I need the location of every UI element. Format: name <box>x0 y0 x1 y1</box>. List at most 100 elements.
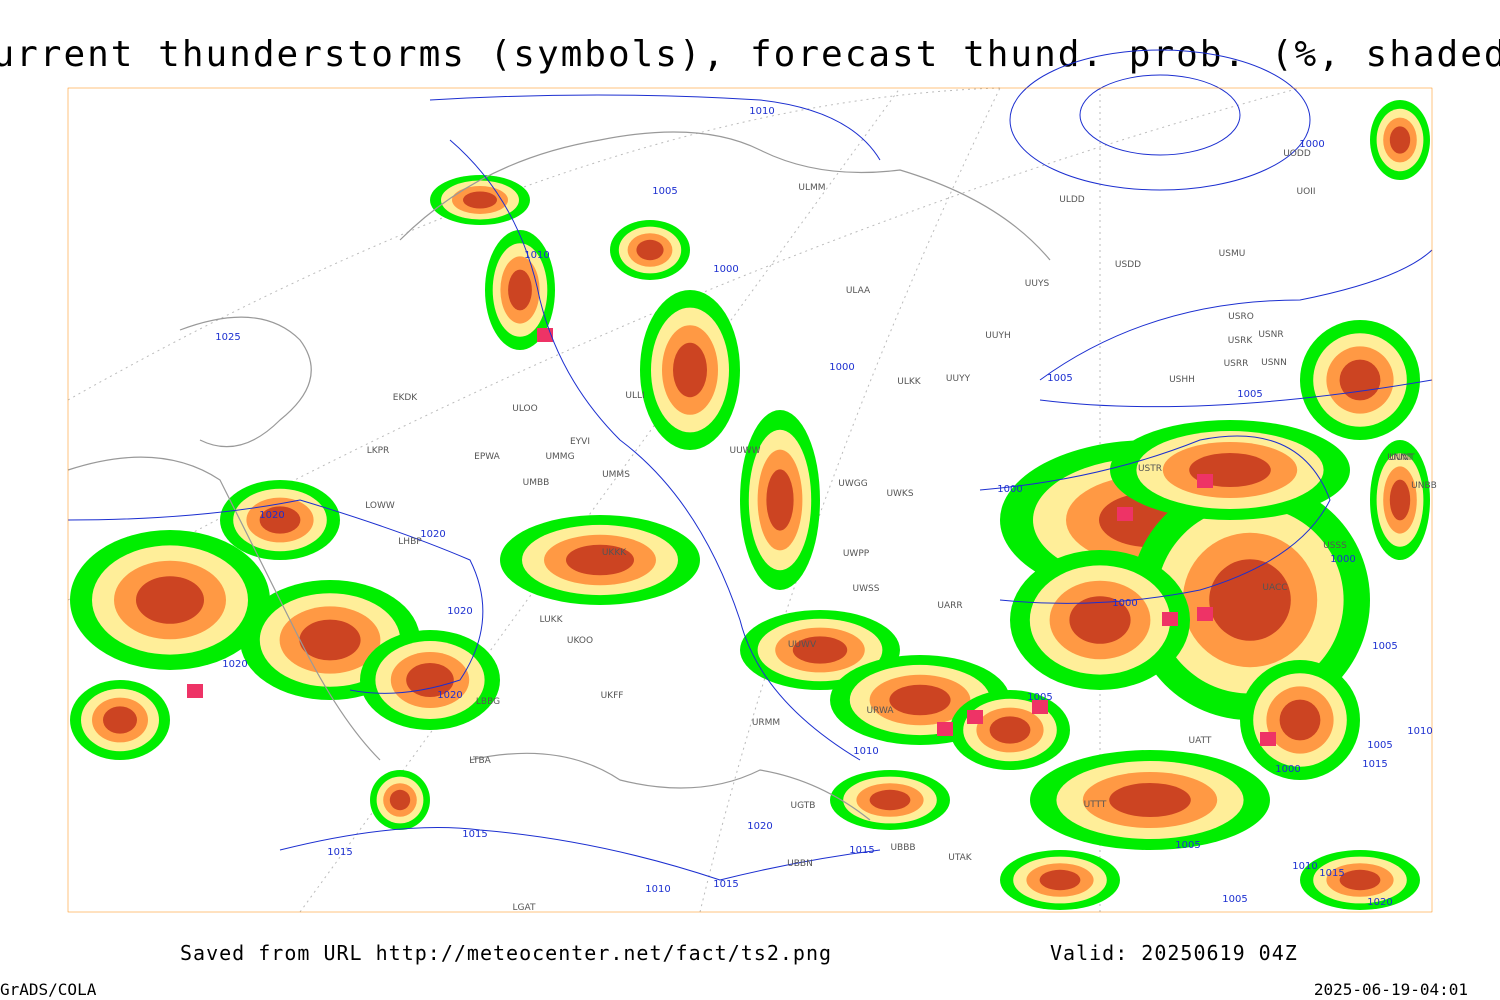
coastline <box>469 752 871 821</box>
source-url: Saved from URL http://meteocenter.net/fa… <box>180 941 832 965</box>
isobar <box>979 435 1331 604</box>
shade-blob <box>636 239 664 261</box>
graticule <box>67 87 1301 913</box>
coastline <box>399 131 1051 261</box>
probability-shading <box>70 100 1430 910</box>
isobar-label: 1015 <box>327 847 352 858</box>
isobar-label: 1010 <box>853 746 878 757</box>
isobar-label: 1020 <box>447 606 472 617</box>
shade-blob <box>103 706 137 734</box>
station-label: LUKK <box>540 615 564 625</box>
station-label: USRR <box>1224 359 1249 369</box>
isobar-label: 1020 <box>747 821 772 832</box>
isobar <box>429 94 881 161</box>
shade-blob <box>792 636 848 664</box>
shade-blob <box>889 684 951 716</box>
shade-blob <box>406 663 454 697</box>
isobar-label: 1010 <box>524 250 549 261</box>
isobar-label: 1000 <box>829 362 854 373</box>
station-label: LOWW <box>365 501 395 511</box>
isobar-label: 1020 <box>420 529 445 540</box>
station-label: USRK <box>1228 336 1254 346</box>
software: GrADS/COLA <box>0 980 97 999</box>
station-label: UMBB <box>523 478 550 488</box>
station-label: UWKS <box>886 489 913 499</box>
isobar-label: 1025 <box>215 332 240 343</box>
shade-blob <box>463 191 497 209</box>
isobar <box>1079 74 1241 156</box>
coastline <box>67 456 381 761</box>
shade-blob <box>566 544 634 576</box>
station-label: EPWA <box>474 452 501 462</box>
isobar <box>67 499 484 694</box>
station-label: UUYS <box>1025 279 1050 289</box>
station-label: UKFF <box>601 691 624 701</box>
storm-symbol <box>1197 474 1213 488</box>
isobar-label: 1005 <box>1175 840 1200 851</box>
graticule-line <box>299 87 901 913</box>
isobar-label: 1015 <box>849 845 874 856</box>
station-label: UTTT <box>1084 800 1107 810</box>
storm-symbol <box>1197 607 1213 621</box>
station-label: ULAA <box>846 286 871 296</box>
isobars <box>67 49 1433 881</box>
storm-symbol <box>187 684 203 698</box>
station-label: UNNT <box>1387 453 1413 463</box>
station-label: UNBB <box>1411 481 1437 491</box>
shade-blob <box>1339 359 1381 401</box>
map-frame <box>67 49 1433 913</box>
storm-symbol <box>1162 612 1178 626</box>
isobar <box>1009 49 1311 191</box>
station-label: UKOO <box>567 636 593 646</box>
isobar-label: 1010 <box>1292 861 1317 872</box>
timestamp: 2025-06-19-04:01 <box>1314 980 1468 999</box>
station-label: UODD <box>1283 149 1311 159</box>
shade-blob <box>1039 869 1081 891</box>
storm-symbol <box>1032 700 1048 714</box>
shade-blob <box>389 789 411 811</box>
shade-blob <box>259 506 301 534</box>
isobar-label: 1015 <box>1319 868 1344 879</box>
storm-symbol <box>967 710 983 724</box>
map-border <box>67 87 1433 913</box>
station-label: UUWV <box>788 640 817 650</box>
storm-symbol <box>1260 732 1276 746</box>
storm-symbol <box>537 328 553 342</box>
station-label: URWA <box>866 706 894 716</box>
station-label: LKPR <box>367 446 390 456</box>
station-label: USDD <box>1115 260 1141 270</box>
valid-time: Valid: 20250619 04Z <box>1050 941 1298 965</box>
station-label: EKDK <box>393 393 419 403</box>
station-label: UBBB <box>890 843 915 853</box>
isobar-label: 1000 <box>1299 139 1324 150</box>
storm-symbol <box>937 722 953 736</box>
station-label: UWSS <box>853 584 880 594</box>
isobar-label: 1015 <box>1362 759 1387 770</box>
station-label: USNR <box>1258 330 1283 340</box>
isobar-label: 1005 <box>652 186 677 197</box>
station-label: LHBP <box>398 537 422 547</box>
station-label: UBBN <box>787 859 813 869</box>
isobar-label: 1005 <box>1222 894 1247 905</box>
station-label: UUWW <box>730 446 761 456</box>
station-label: URMM <box>752 718 780 728</box>
isobar-label: 1000 <box>1275 764 1300 775</box>
station-label: LTBA <box>469 756 491 766</box>
station-label: USSS <box>1323 541 1347 551</box>
shade-blob <box>766 469 794 531</box>
isobar <box>1039 249 1433 381</box>
shade-blob <box>1339 869 1381 891</box>
isobar-label: 1005 <box>1367 740 1392 751</box>
station-label: UUYY <box>946 374 971 384</box>
isobar-label: 1005 <box>1237 389 1262 400</box>
shade-blob <box>1109 783 1191 817</box>
station-label: UGTB <box>791 801 816 811</box>
isobar <box>1039 379 1433 408</box>
station-label: USHH <box>1169 375 1195 385</box>
shade-blob <box>1389 126 1411 154</box>
isobar-label: 1020 <box>222 659 247 670</box>
isobar-label: 1020 <box>1367 897 1392 908</box>
isobar-label: 1000 <box>1330 554 1355 565</box>
station-label: UUYH <box>985 331 1010 341</box>
